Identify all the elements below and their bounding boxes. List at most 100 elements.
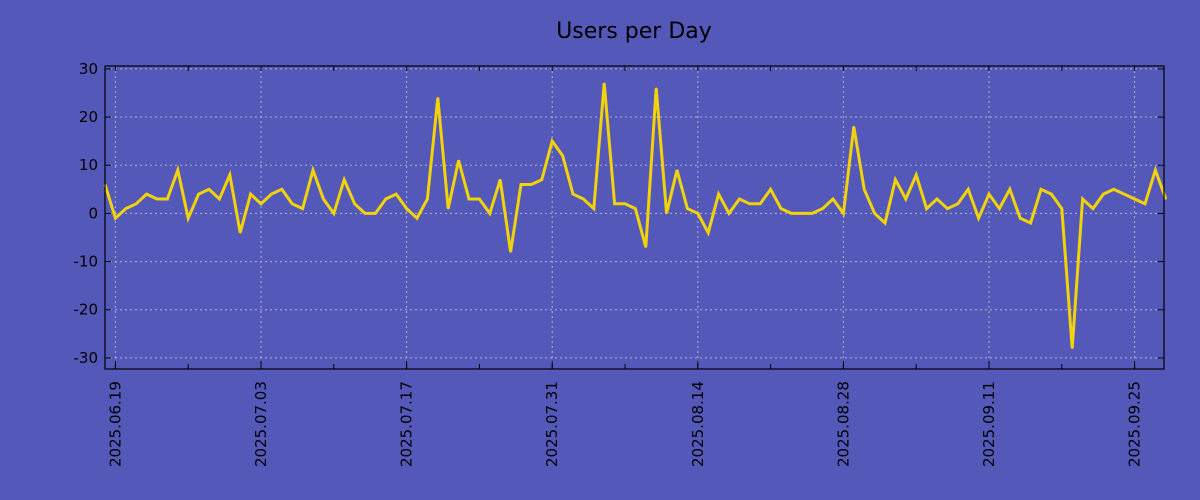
data-point [312, 169, 314, 171]
data-point [270, 193, 273, 195]
data-point [385, 198, 387, 200]
data-point [624, 202, 626, 205]
data-point [873, 212, 876, 215]
data-point [135, 202, 137, 205]
data-point [187, 217, 189, 220]
data-point [759, 202, 761, 205]
data-point [509, 251, 512, 253]
data-point [561, 154, 564, 157]
data-point [1144, 202, 1146, 205]
data-point [801, 212, 803, 215]
data-point [1029, 222, 1032, 224]
y-tick-label: 30 [79, 60, 98, 78]
series-line [103, 83, 1168, 349]
data-point [665, 212, 668, 215]
axes: 30 20 10 0 -10 -20 -30 2025.06.19 2025.07.03 2025… [74, 60, 1164, 467]
data-point [728, 212, 730, 215]
data-point [177, 169, 179, 171]
data-point [166, 198, 169, 200]
data-point [915, 174, 917, 176]
data-point [894, 178, 897, 181]
data-point [364, 212, 366, 215]
data-point [853, 125, 855, 128]
data-point [967, 188, 969, 191]
data-point [551, 140, 553, 142]
data-point [1081, 198, 1084, 200]
data-point [125, 207, 127, 210]
data-point [998, 207, 1001, 210]
x-tick-label: 2025.09.11 [980, 381, 998, 467]
data-point [780, 207, 782, 210]
y-tick-label: -20 [74, 301, 99, 319]
data-point [593, 207, 595, 210]
data-point [988, 193, 990, 195]
data-point [1040, 188, 1042, 191]
data-point [946, 207, 949, 210]
data-point [197, 193, 200, 195]
plot-frame [104, 65, 1165, 370]
data-point [572, 193, 574, 195]
data-point [811, 212, 813, 215]
data-point [374, 212, 377, 215]
data-point [405, 207, 408, 210]
x-tick-label: 2025.06.19 [106, 381, 124, 467]
data-point [957, 202, 959, 205]
data-point [499, 178, 502, 181]
data-point [156, 198, 158, 200]
data-point [925, 207, 928, 210]
chart-title: Users per Day [556, 19, 712, 44]
data-point [457, 159, 460, 162]
x-tick-label: 2025.07.03 [252, 381, 270, 467]
data-point [645, 246, 647, 248]
data-point [1009, 188, 1011, 191]
y-tick-label: 10 [79, 156, 98, 174]
data-point [1071, 347, 1073, 350]
data-point [229, 174, 231, 176]
data-point [676, 169, 678, 171]
data-point [468, 198, 470, 200]
data-point [603, 82, 605, 85]
data-point [1113, 188, 1115, 191]
data-point [437, 96, 439, 99]
data-point [655, 87, 657, 89]
data-point [114, 217, 117, 220]
data-point [977, 217, 980, 220]
data-point [697, 212, 699, 215]
data-point [936, 198, 938, 200]
data-point [1133, 198, 1136, 200]
series-layer [103, 82, 1168, 350]
x-tick-label: 2025.08.28 [834, 381, 852, 467]
data-point [613, 202, 616, 205]
data-point [322, 198, 325, 200]
data-point [301, 207, 304, 210]
data-point [905, 198, 907, 200]
y-tick-label: -10 [74, 253, 99, 271]
data-point [821, 207, 824, 210]
y-tick-label: 20 [79, 108, 98, 126]
data-point [1061, 207, 1063, 210]
data-point [1019, 217, 1021, 220]
x-tick-label: 2025.07.17 [398, 381, 416, 467]
data-point [333, 212, 335, 215]
data-point [239, 231, 241, 234]
data-point [447, 207, 450, 210]
data-point [541, 178, 543, 181]
data-point [530, 183, 533, 186]
data-point [416, 217, 418, 220]
data-point [738, 198, 741, 200]
data-point [790, 212, 793, 215]
data-point [1092, 207, 1094, 210]
data-point [1102, 193, 1105, 195]
data-point [353, 202, 356, 205]
data-point [582, 198, 585, 200]
data-point [395, 193, 398, 195]
x-tick-label: 2025.08.14 [689, 381, 707, 467]
y-tick-label: 0 [88, 204, 98, 222]
data-point [249, 193, 252, 195]
x-tick-label: 2025.07.31 [543, 381, 561, 467]
data-point [1123, 193, 1125, 195]
data-point [1050, 193, 1053, 195]
data-point [717, 193, 720, 195]
data-point [749, 202, 751, 205]
